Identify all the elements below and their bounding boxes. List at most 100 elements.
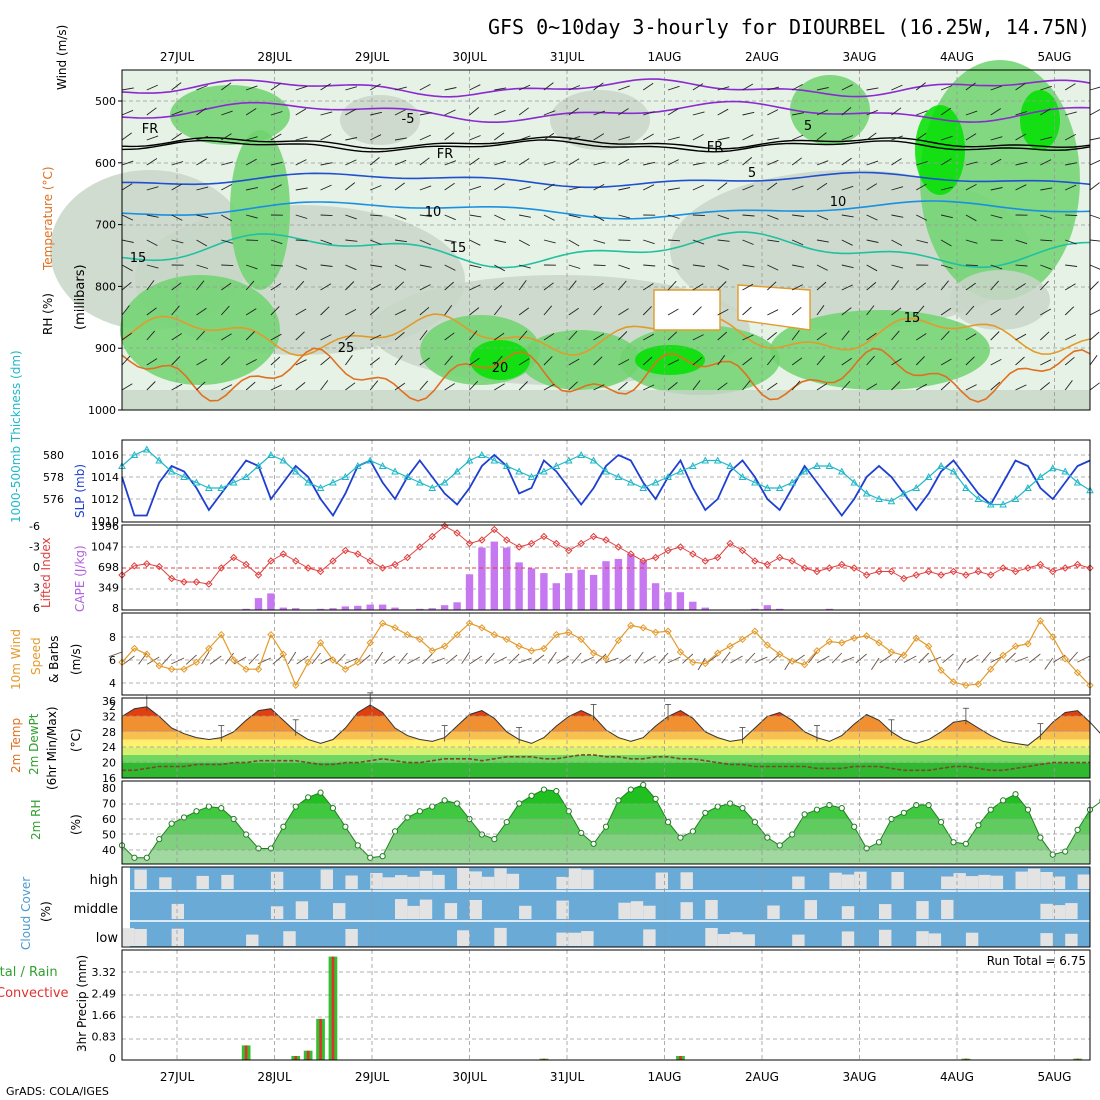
- thickness-marker: [341, 472, 350, 480]
- bottom-date-label: 28JUL: [257, 1070, 292, 1084]
- wind-speed-marker: [267, 630, 275, 639]
- wind-barb: [394, 382, 406, 391]
- cloud-fill: [829, 872, 842, 889]
- wind-speed-marker: [1049, 633, 1057, 641]
- contour-label: FR: [142, 122, 159, 137]
- wind-barb: [444, 239, 457, 243]
- wind-barb: [965, 305, 975, 316]
- wind-speed-marker: [763, 641, 772, 649]
- wind-barb: [270, 161, 283, 166]
- rh-marker: [565, 808, 572, 815]
- precip-tick-label: 0.83: [92, 1031, 117, 1044]
- wind-legend: Wind (m/s): [55, 25, 69, 90]
- wind-barb: [692, 83, 704, 91]
- wind-barb: [320, 334, 332, 341]
- lifted-index-cape-border: [121, 524, 1091, 611]
- wind-barb: [916, 183, 927, 191]
- wind-barb: [469, 157, 480, 166]
- wind-barb: [370, 239, 382, 245]
- wind10m-barb: [508, 653, 520, 665]
- temp2m-labels: 2m Temp 2m DewPt (6hr Min/Max) (°C): [9, 707, 83, 791]
- wind-barb: [915, 305, 925, 316]
- wind-barb: [171, 356, 181, 366]
- cloud-fill: [457, 930, 470, 946]
- contour-20-cell: [653, 289, 721, 331]
- lifted-index-marker: [862, 571, 871, 579]
- wind-barb: [295, 108, 307, 116]
- wind-barb: [891, 330, 900, 341]
- rh-marker: [727, 800, 734, 807]
- rh-marker: [615, 797, 622, 804]
- wind-barb: [1065, 111, 1077, 116]
- cloud-fill: [556, 900, 569, 919]
- cloud-fill: [196, 875, 209, 889]
- top-date-label: 2AUG: [745, 50, 779, 64]
- cloud-fill: [965, 876, 979, 889]
- rh-shading: [915, 105, 965, 195]
- wind-barb: [990, 85, 1003, 91]
- wind-barb: [171, 282, 182, 291]
- contour-label: 15: [450, 241, 467, 256]
- thickness-marker: [837, 467, 846, 475]
- thickness-marker: [316, 483, 325, 491]
- wind-barb: [1065, 239, 1077, 245]
- precip-conv-bar: [319, 1018, 322, 1060]
- top-date-label: 27JUL: [160, 50, 195, 64]
- wind-barb: [1040, 382, 1050, 391]
- wind-speed-marker: [403, 630, 412, 639]
- rh-marker: [156, 836, 163, 843]
- wind-barb: [990, 136, 1003, 141]
- lifted-index-marker: [912, 571, 920, 579]
- cape-bar: [751, 608, 759, 610]
- wind10m-label: 10m Wind: [9, 629, 23, 690]
- top-date-label: 28JUL: [257, 50, 292, 64]
- rh-marker: [677, 834, 684, 841]
- cape-label: CAPE (J/kg): [73, 545, 87, 612]
- wind-barb: [568, 264, 581, 269]
- slp-label: SLP (mb): [73, 464, 87, 518]
- thickness-tick-label: 580: [43, 449, 64, 462]
- wind-barb: [245, 308, 257, 316]
- precip-conv-bar: [294, 1056, 297, 1060]
- wind-barb: [841, 214, 854, 218]
- wind-barb: [791, 357, 803, 366]
- wind-barb: [940, 135, 953, 141]
- wind-barb: [543, 161, 556, 166]
- wind-speed-marker: [1024, 640, 1032, 648]
- wind-barb: [642, 82, 654, 91]
- wind-barb: [245, 136, 258, 141]
- wind-barb: [667, 382, 678, 391]
- wind-speed-marker: [254, 665, 263, 673]
- wind-barb: [965, 282, 976, 291]
- thickness-marker: [937, 461, 945, 469]
- rh-shading: [340, 95, 420, 145]
- wind10m-barb: [1044, 657, 1054, 670]
- wind-barb: [394, 264, 407, 271]
- wind-barb: [270, 283, 282, 291]
- wind10m-panel: 8 6 4 2: [108, 612, 1094, 713]
- cloud-fill: [506, 873, 520, 889]
- rh-marker: [987, 806, 994, 813]
- wind-barb: [221, 264, 234, 267]
- top-date-label: 1AUG: [648, 50, 682, 64]
- contour-label: 5: [748, 166, 756, 181]
- wind-barb: [295, 308, 307, 316]
- dewpt-line: [122, 754, 1090, 772]
- temperature-legend: Temperature (°C): [41, 166, 55, 271]
- cloud-fill: [990, 875, 1004, 889]
- wind10m-barb: [484, 652, 495, 664]
- cloud-fill: [419, 899, 433, 919]
- wind-barb: [370, 264, 383, 268]
- slp-line: [121, 453, 1091, 518]
- wind10m-barb: [422, 653, 433, 665]
- wind-barb: [196, 214, 209, 219]
- wind-barb: [1040, 159, 1052, 166]
- wind-barb: [717, 86, 730, 91]
- wind-barb: [866, 183, 878, 191]
- rh-marker: [1037, 834, 1044, 841]
- rh-tick-label: 50: [102, 829, 116, 842]
- cloud-fill: [494, 868, 507, 889]
- wind-barb: [121, 355, 131, 366]
- wind-barb: [146, 107, 157, 116]
